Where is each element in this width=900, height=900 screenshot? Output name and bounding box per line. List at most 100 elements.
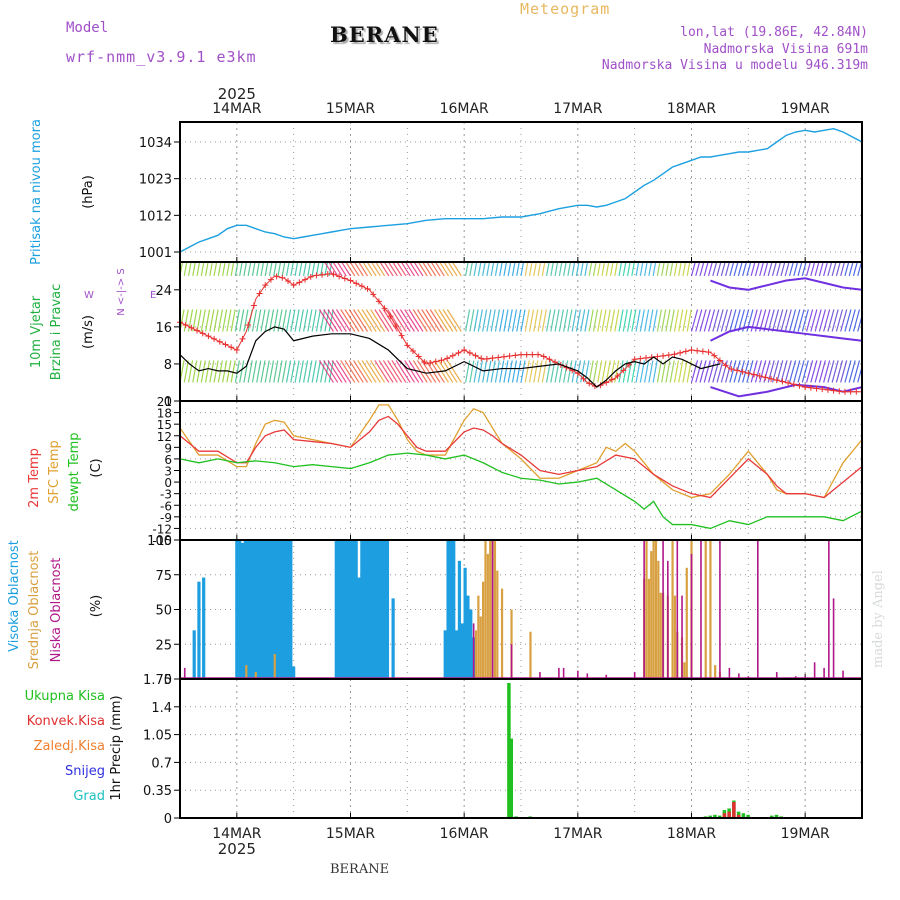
- wind-barb: [196, 262, 201, 277]
- wind-barb: [784, 262, 790, 277]
- cloud-low-bar: [643, 540, 645, 679]
- wind-barb: [673, 309, 680, 332]
- wind-barb: [315, 309, 321, 332]
- wind-barb: [361, 309, 377, 332]
- wind-barb: [256, 309, 262, 332]
- wind-barb: [788, 262, 794, 277]
- wind-barb: [648, 360, 654, 383]
- precip-convective-bar: [736, 814, 741, 818]
- wind-barb: [442, 309, 458, 332]
- cloud-high-bar: [463, 567, 467, 679]
- gust-marker: [438, 357, 445, 364]
- gust-marker: [392, 322, 399, 329]
- cloud-mid-bar: [489, 540, 492, 679]
- temp-sfc-line: [179, 404, 863, 499]
- wind-barb: [511, 309, 518, 332]
- wind-barb: [421, 309, 437, 332]
- y-tick-label-3: 0: [164, 673, 172, 688]
- cloud-high-bar: [289, 540, 293, 679]
- wind-barb: [806, 262, 812, 277]
- wind-compass-ns: N <-|-> S: [116, 268, 127, 316]
- cloud-low-bar: [813, 662, 816, 679]
- wind-barb: [605, 262, 610, 277]
- wind-barb: [682, 309, 688, 332]
- precip-total-bar: [713, 814, 717, 818]
- cloud-low-bar: [539, 672, 541, 679]
- wind-barb: [793, 309, 801, 332]
- wind-barb: [720, 360, 728, 383]
- gust-marker: [421, 359, 428, 366]
- gust-marker: [341, 275, 348, 282]
- wind-barb: [533, 309, 539, 332]
- cloud-high-bar: [255, 540, 259, 679]
- gust-marker: [267, 276, 274, 283]
- station-title: BERANE: [330, 22, 439, 47]
- gust-marker: [233, 347, 240, 354]
- y-tick-label-2: 18: [157, 407, 172, 421]
- wind-barb: [669, 360, 675, 383]
- wind-barb: [678, 309, 684, 332]
- wind-barb: [234, 360, 241, 383]
- wind-barb: [503, 262, 508, 277]
- wind-barb: [273, 262, 277, 277]
- wind-barb: [814, 360, 822, 383]
- cloud-mid-bar: [685, 567, 688, 679]
- cloud-low-title: Niska Oblacnost: [49, 558, 64, 663]
- wind-barb: [712, 262, 718, 277]
- cloud-high-bar: [365, 540, 370, 679]
- cloud-high-bar: [240, 542, 245, 679]
- gust-marker: [358, 283, 365, 290]
- wind-barb: [690, 360, 699, 383]
- wind-barb: [290, 262, 294, 277]
- gust-marker: [228, 344, 235, 351]
- wind-barb: [507, 360, 513, 383]
- dewpt-title: dewpt Temp: [67, 432, 82, 511]
- wind-barb: [516, 262, 520, 277]
- gust-marker: [182, 322, 189, 329]
- precip-total-bar: [741, 813, 746, 818]
- gust-marker: [518, 351, 524, 358]
- wind-barb: [318, 309, 334, 332]
- wind-barb: [285, 309, 292, 332]
- wind-barb: [818, 309, 826, 332]
- gust-marker: [813, 385, 820, 392]
- wind-barb: [183, 309, 189, 332]
- y-tick-label-1: 0: [164, 395, 172, 410]
- wind-barb: [558, 309, 564, 332]
- wind-barb: [622, 262, 627, 277]
- wind-barb: [222, 309, 228, 332]
- gust-marker: [665, 352, 672, 359]
- wind-barb: [852, 360, 861, 383]
- gust-marker: [188, 324, 195, 331]
- gust-marker: [495, 354, 502, 361]
- wind-barb: [353, 360, 369, 383]
- wind-barb: [307, 262, 312, 277]
- gust-marker: [336, 273, 343, 280]
- wind-barb: [421, 262, 432, 277]
- cloud-low-bar: [183, 667, 186, 679]
- wind-barb: [379, 262, 390, 277]
- wind-barb: [323, 262, 334, 277]
- wind-barb: [635, 360, 641, 383]
- wind-barb: [234, 309, 241, 332]
- wind-barb: [490, 309, 496, 332]
- wind-barb: [281, 360, 287, 383]
- wind-barb: [503, 360, 509, 383]
- wind-barb: [477, 309, 483, 332]
- wind-barb: [784, 309, 792, 332]
- made-by-watermark: made by Angel: [871, 570, 886, 668]
- wind-barb: [396, 262, 407, 277]
- wind-barb: [597, 262, 601, 277]
- wind-barb: [303, 262, 307, 277]
- cloud-high-bar: [283, 540, 287, 679]
- wind-barb: [281, 309, 287, 332]
- wind-barb: [699, 262, 705, 277]
- wind-barb: [729, 262, 735, 277]
- wind-barb: [580, 309, 586, 332]
- cloud-low-bar: [719, 540, 721, 679]
- gust-marker: [506, 353, 513, 360]
- wind-barb: [264, 360, 270, 383]
- gust-marker: [296, 279, 303, 286]
- wind-barb: [750, 360, 758, 383]
- gust-marker: [245, 322, 252, 329]
